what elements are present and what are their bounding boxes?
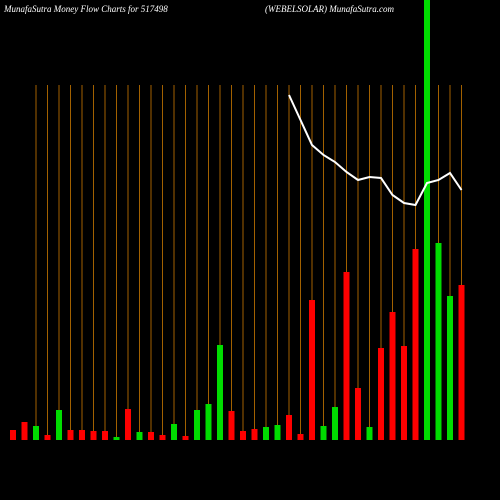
bar [251,429,258,440]
bar [148,432,154,440]
bar [366,427,373,440]
bar [378,348,384,440]
bar [102,431,108,440]
bar [309,300,315,440]
chart-subtitle: (WEBELSOLAR) MunafaSutra.com [265,4,394,14]
chart-title: MunafaSutra Money Flow Charts for 517498 [3,4,168,14]
bar [458,285,465,440]
bar [182,436,189,440]
bar [332,407,338,440]
bar [263,427,269,440]
bar [286,415,292,440]
bar [125,409,131,440]
bar [159,435,166,440]
bar [79,430,85,440]
bar [113,437,120,440]
bar [412,249,419,440]
bar [389,312,396,440]
bar [355,388,361,440]
bar [205,404,212,440]
bar [320,426,327,440]
bar [44,435,51,440]
bar [67,430,74,440]
bar [90,431,97,440]
bar [401,346,407,440]
bar [10,430,16,440]
bar [217,345,223,440]
bar [240,431,246,440]
bar [435,243,442,440]
bar [194,410,200,440]
bar [136,432,143,440]
bar [424,0,430,440]
bar [33,426,39,440]
bar [343,272,350,440]
bar [297,434,304,440]
bar [228,411,235,440]
bar [171,424,177,440]
bar [21,422,28,440]
bar [56,410,62,440]
money-flow-line [288,94,463,207]
bar [274,425,281,440]
bar [447,296,453,440]
